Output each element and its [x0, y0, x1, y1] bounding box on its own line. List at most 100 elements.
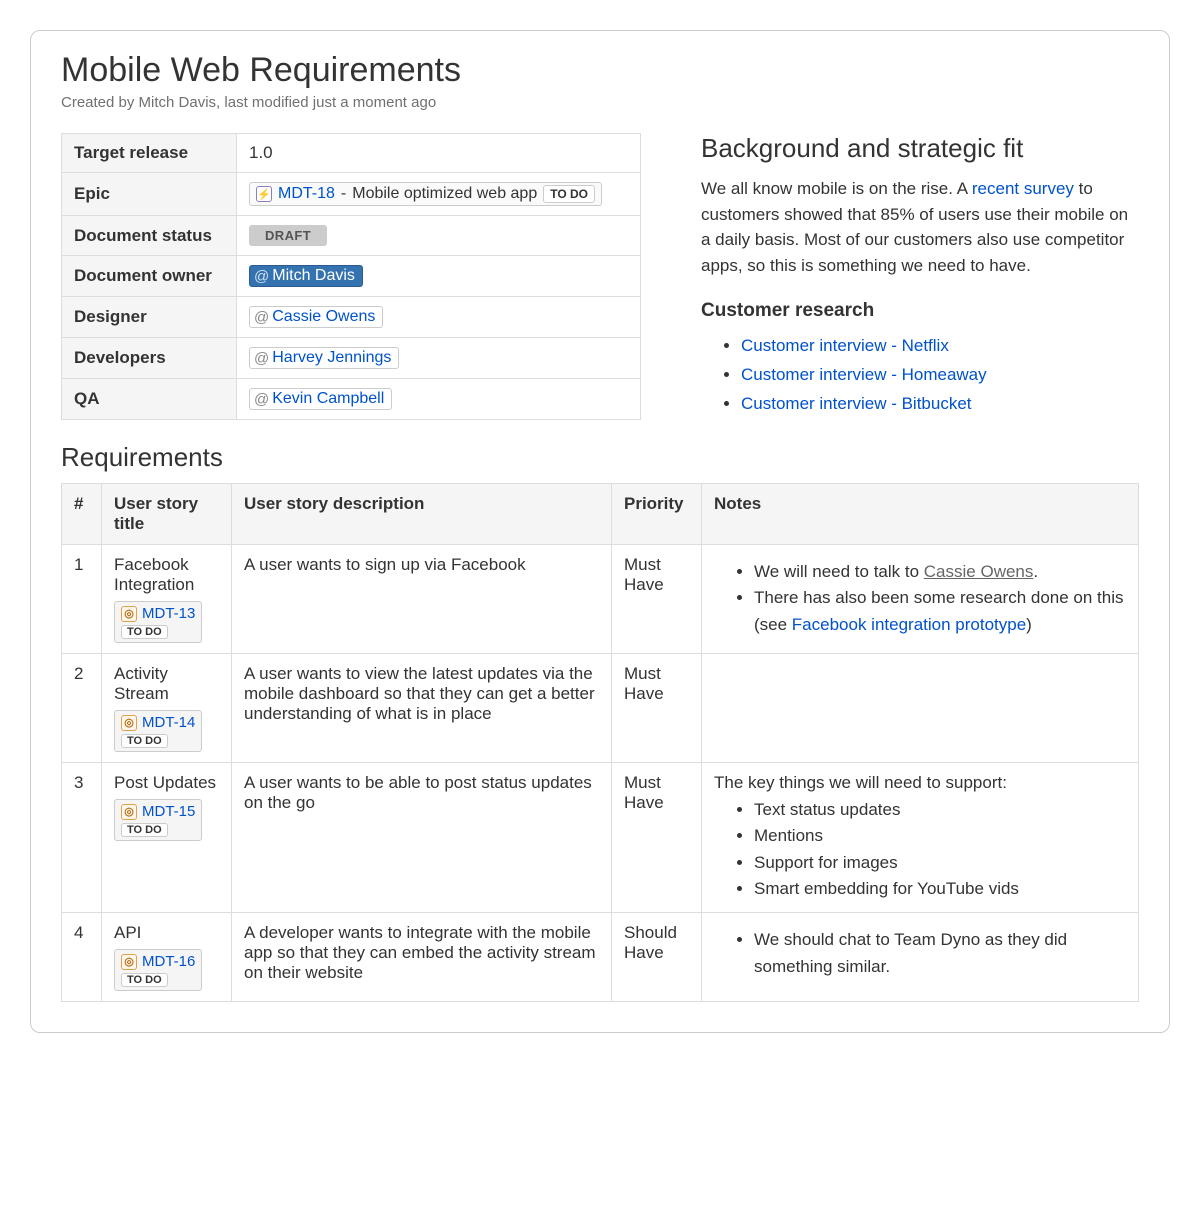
- meta-value: 1.0: [237, 134, 641, 173]
- meta-row-epic: Epic ⚡ MDT-18 - Mobile optimized web app…: [62, 173, 641, 216]
- meta-row-developers: Developers @ Harvey Jennings: [62, 338, 641, 379]
- mention-developer[interactable]: @ Harvey Jennings: [249, 347, 399, 369]
- notes-link[interactable]: Cassie Owens: [924, 562, 1034, 581]
- page-title: Mobile Web Requirements: [61, 51, 1139, 90]
- issue-key: MDT-14: [142, 714, 195, 731]
- col-pri: Priority: [612, 484, 702, 545]
- list-item: Text status updates: [754, 797, 1126, 823]
- notes-lead: The key things we will need to support:: [714, 773, 1126, 793]
- at-icon: @: [254, 391, 269, 408]
- issue-status-badge: TO DO: [121, 973, 168, 987]
- requirements-heading: Requirements: [61, 442, 1139, 473]
- document-frame: Mobile Web Requirements Created by Mitch…: [30, 30, 1170, 1033]
- cell-num: 3: [62, 763, 102, 913]
- story-title: Facebook Integration: [114, 555, 219, 595]
- meta-label: Document owner: [62, 256, 237, 297]
- issue-key: MDT-13: [142, 605, 195, 622]
- cell-description: A user wants to sign up via Facebook: [232, 545, 612, 654]
- at-icon: @: [254, 350, 269, 367]
- meta-row-target-release: Target release 1.0: [62, 134, 641, 173]
- cell-title: Facebook Integration◎MDT-13TO DO: [102, 545, 232, 654]
- issue-key: MDT-18: [278, 185, 335, 203]
- at-icon: @: [254, 268, 269, 285]
- col-title: User story title: [102, 484, 232, 545]
- meta-row-doc-owner: Document owner @ Mitch Davis: [62, 256, 641, 297]
- meta-value: DRAFT: [237, 216, 641, 256]
- cell-title: API◎MDT-16TO DO: [102, 913, 232, 1002]
- meta-value: @ Cassie Owens: [237, 297, 641, 338]
- cell-notes: We will need to talk to Cassie Owens.The…: [702, 545, 1139, 654]
- notes-link[interactable]: Facebook integration prototype: [792, 615, 1026, 634]
- meta-label: Developers: [62, 338, 237, 379]
- table-row: 1Facebook Integration◎MDT-13TO DOA user …: [62, 545, 1139, 654]
- col-notes: Notes: [702, 484, 1139, 545]
- table-header-row: # User story title User story descriptio…: [62, 484, 1139, 545]
- issue-link[interactable]: ◎ MDT-14 TO DO: [114, 710, 202, 752]
- list-item: Support for images: [754, 850, 1126, 876]
- mention-name: Mitch Davis: [272, 267, 355, 285]
- epic-icon: ⚡: [256, 186, 272, 202]
- issue-summary: Mobile optimized web app: [352, 185, 537, 203]
- meta-table: Target release 1.0 Epic ⚡ MDT-18 - Mobil…: [61, 133, 641, 420]
- mention-owner[interactable]: @ Mitch Davis: [249, 265, 363, 287]
- mention-qa[interactable]: @ Kevin Campbell: [249, 388, 392, 410]
- story-icon: ◎: [121, 954, 137, 970]
- customer-interview-link[interactable]: Customer interview - Homeaway: [741, 365, 987, 384]
- issue-link-epic[interactable]: ⚡ MDT-18 - Mobile optimized web app TO D…: [249, 182, 602, 206]
- issue-status-badge: TO DO: [121, 734, 168, 748]
- background-heading: Background and strategic fit: [701, 133, 1139, 164]
- issue-status-badge: TO DO: [121, 625, 168, 639]
- list-item: Customer interview - Netflix: [741, 332, 1139, 361]
- list-item: We will need to talk to Cassie Owens.: [754, 559, 1126, 585]
- list-item: There has also been some research done o…: [754, 585, 1126, 638]
- meta-value: @ Kevin Campbell: [237, 379, 641, 420]
- issue-link[interactable]: ◎MDT-13TO DO: [114, 601, 202, 643]
- side-column: Background and strategic fit We all know…: [701, 133, 1139, 419]
- cell-num: 2: [62, 654, 102, 763]
- meta-label: Epic: [62, 173, 237, 216]
- cell-priority: Must Have: [612, 654, 702, 763]
- cell-priority: Must Have: [612, 545, 702, 654]
- cell-priority: Must Have: [612, 763, 702, 913]
- meta-row-designer: Designer @ Cassie Owens: [62, 297, 641, 338]
- meta-value: @ Mitch Davis: [237, 256, 641, 297]
- cell-description: A user wants to view the latest updates …: [232, 654, 612, 763]
- issue-link[interactable]: ◎MDT-15TO DO: [114, 799, 202, 841]
- status-badge: DRAFT: [249, 225, 327, 246]
- cell-notes: [702, 654, 1139, 763]
- cell-notes: The key things we will need to support: T…: [702, 763, 1139, 913]
- customer-interview-link[interactable]: Customer interview - Bitbucket: [741, 394, 972, 413]
- meta-label: Target release: [62, 134, 237, 173]
- story-title: Activity Stream: [114, 664, 219, 704]
- recent-survey-link[interactable]: recent survey: [972, 179, 1074, 198]
- meta-column: Target release 1.0 Epic ⚡ MDT-18 - Mobil…: [61, 133, 641, 420]
- table-row: 2 Activity Stream ◎ MDT-14 TO DO A user wants…: [62, 654, 1139, 763]
- cell-num: 4: [62, 913, 102, 1002]
- issue-key: MDT-16: [142, 953, 195, 970]
- mention-name: Cassie Owens: [272, 308, 375, 326]
- col-num: #: [62, 484, 102, 545]
- story-icon: ◎: [121, 715, 137, 731]
- cell-notes: We should chat to Team Dyno as they did …: [702, 913, 1139, 1002]
- story-title: Post Updates: [114, 773, 219, 793]
- issue-link[interactable]: ◎ MDT-16 TO DO: [114, 949, 202, 991]
- table-row: 3 Post Updates ◎MDT-15TO DO A user wants to…: [62, 763, 1139, 913]
- cell-description: A user wants to be able to post status u…: [232, 763, 612, 913]
- mention-designer[interactable]: @ Cassie Owens: [249, 306, 383, 328]
- cell-title: Post Updates ◎MDT-15TO DO: [102, 763, 232, 913]
- at-icon: @: [254, 309, 269, 326]
- mention-name: Kevin Campbell: [272, 390, 384, 408]
- col-desc: User story description: [232, 484, 612, 545]
- cell-description: A developer wants to integrate with the …: [232, 913, 612, 1002]
- customer-research-heading: Customer research: [701, 300, 1139, 322]
- list-item: Customer interview - Homeaway: [741, 361, 1139, 390]
- customer-interview-link[interactable]: Customer interview - Netflix: [741, 336, 949, 355]
- meta-row-qa: QA @ Kevin Campbell: [62, 379, 641, 420]
- list-item: Customer interview - Bitbucket: [741, 390, 1139, 419]
- meta-value: @ Harvey Jennings: [237, 338, 641, 379]
- story-icon: ◎: [121, 804, 137, 820]
- mention-name: Harvey Jennings: [272, 349, 391, 367]
- top-row: Target release 1.0 Epic ⚡ MDT-18 - Mobil…: [61, 133, 1139, 420]
- list-item: We should chat to Team Dyno as they did …: [754, 927, 1126, 980]
- issue-status-badge: TO DO: [121, 823, 168, 837]
